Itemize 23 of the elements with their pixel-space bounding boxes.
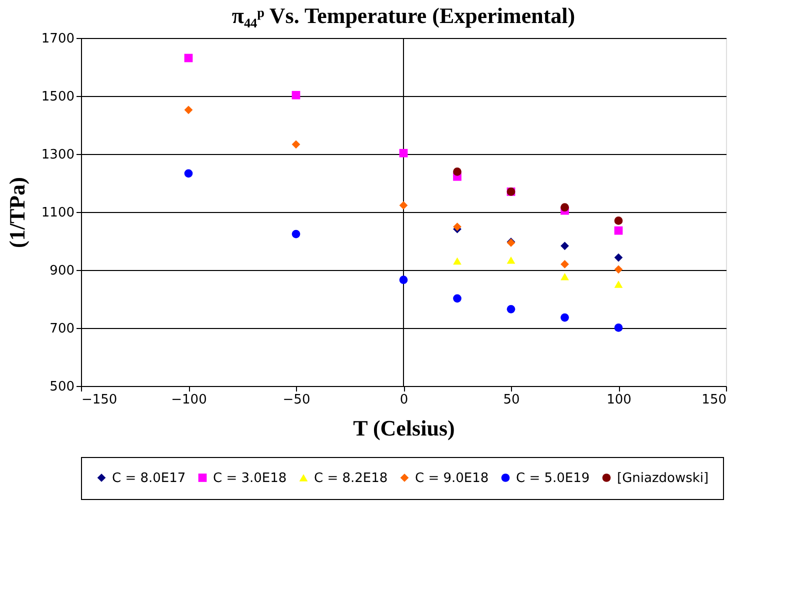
x-tick-label: 0 <box>400 392 408 408</box>
y-tick-label: 900 <box>50 264 74 278</box>
y-tick-label: 700 <box>50 322 74 336</box>
x-tick-label: −100 <box>171 392 207 408</box>
legend-label: [Gniazdowski] <box>617 470 709 486</box>
x-tick-label: −150 <box>82 392 118 408</box>
x-tick-label: −50 <box>282 392 310 408</box>
chart-title: π₄₄ᵖ Vs. Temperature (Experimental) <box>232 3 576 28</box>
legend-label: C = 8.0E17 <box>112 470 186 486</box>
y-tick-label: 500 <box>50 380 74 394</box>
x-tick-label: 100 <box>606 392 632 408</box>
legend-label: C = 5.0E19 <box>516 470 590 486</box>
y-tick-label: 1700 <box>41 32 74 46</box>
x-tick-label: 150 <box>702 392 726 408</box>
y-tick-label: 1500 <box>41 90 74 104</box>
y-axis-title: (1/TPa) <box>4 177 30 248</box>
y-tick-label: 1100 <box>41 206 74 220</box>
x-tick-label: 50 <box>503 392 520 408</box>
y-tick-label: 1300 <box>41 148 74 162</box>
legend-label: C = 9.0E18 <box>415 470 489 486</box>
x-axis-title: T (Celsius) <box>353 416 455 440</box>
legend-label: C = 8.2E18 <box>314 470 388 486</box>
legend-label: C = 3.0E18 <box>213 470 287 486</box>
